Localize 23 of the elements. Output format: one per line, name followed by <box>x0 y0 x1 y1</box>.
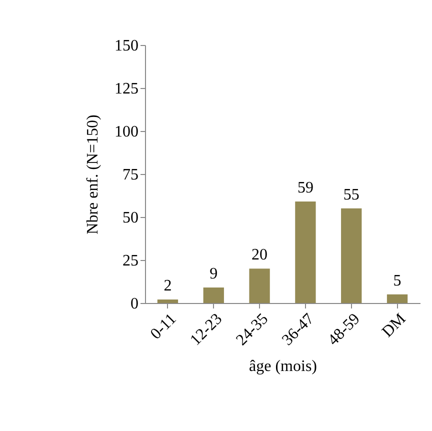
y-tick-label: 25 <box>122 252 138 270</box>
data-label: 59 <box>297 180 314 197</box>
y-tick-label: 50 <box>122 210 138 226</box>
bar <box>341 208 362 303</box>
y-tick-label: 75 <box>122 166 138 184</box>
y-tick-label: 150 <box>114 38 138 54</box>
y-tick-label: 100 <box>114 124 138 140</box>
x-tick-label: 0-11 <box>147 310 180 343</box>
y-tick-label: 0 <box>130 296 138 312</box>
bar <box>203 288 224 303</box>
data-label: 2 <box>164 278 172 295</box>
data-label: 5 <box>393 272 402 290</box>
x-tick-label: DM <box>379 310 410 341</box>
bar <box>157 300 178 303</box>
x-axis-title: âge (mois) <box>249 358 317 376</box>
bar <box>295 202 316 303</box>
data-label: 55 <box>343 186 360 204</box>
bar <box>386 294 408 303</box>
y-axis-title: Nbre enf. (N=150) <box>84 114 102 234</box>
y-tick-label: 125 <box>114 80 138 98</box>
data-label: 9 <box>210 266 218 283</box>
data-label: 20 <box>252 246 268 264</box>
bar <box>249 268 270 303</box>
